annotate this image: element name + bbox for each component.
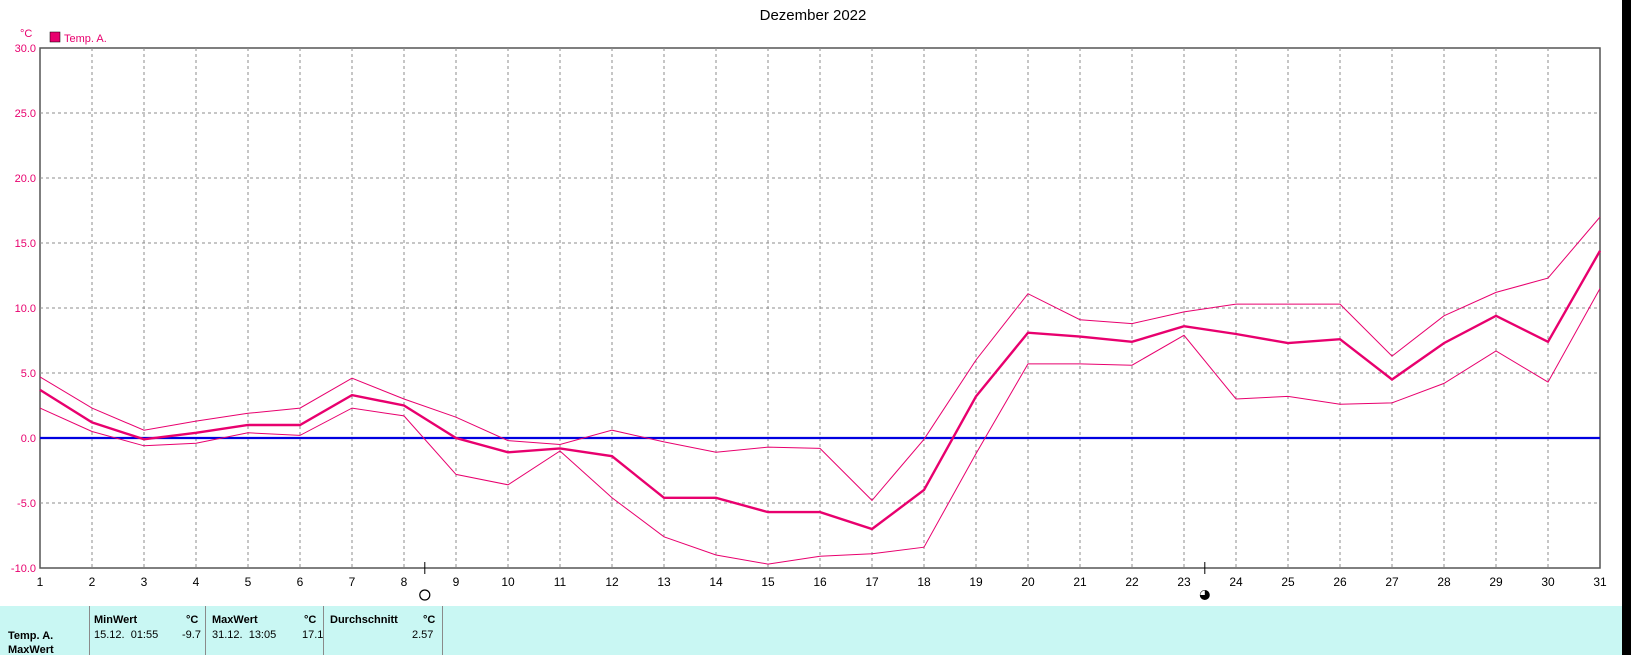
x-tick-label: 11 — [554, 575, 567, 589]
x-tick-label: 6 — [297, 575, 304, 589]
chart-title: Dezember 2022 — [760, 7, 867, 24]
x-tick-label: 15 — [761, 575, 775, 589]
x-tick-label: 5 — [245, 575, 252, 589]
column-divider — [442, 606, 443, 655]
row-label-next: MaxWert — [8, 644, 54, 656]
x-tick-label: 8 — [401, 575, 408, 589]
x-tick-label: 20 — [1021, 575, 1035, 589]
x-tick-label: 27 — [1385, 575, 1399, 589]
series-line-min — [39, 288, 1601, 565]
window-edge — [1622, 0, 1631, 655]
min-header: MinWert — [94, 614, 138, 626]
x-tick-label: 19 — [969, 575, 983, 589]
x-tick-label: 9 — [453, 575, 460, 589]
series-line-mean — [39, 250, 1602, 531]
row-label: Temp. A. — [8, 630, 54, 642]
y-axis-unit: °C — [20, 28, 32, 40]
x-tick-label: 13 — [657, 575, 671, 589]
x-tick-label: 10 — [501, 575, 515, 589]
column-divider — [205, 606, 206, 655]
x-tick-label: 16 — [813, 575, 827, 589]
x-tick-label: 29 — [1489, 575, 1503, 589]
x-tick-label: 21 — [1073, 575, 1087, 589]
x-tick-label: 4 — [193, 575, 200, 589]
avg-value: 2.57 — [412, 629, 434, 641]
x-tick-label: 17 — [865, 575, 879, 589]
x-tick-label: 25 — [1281, 575, 1295, 589]
x-tick-label: 14 — [709, 575, 723, 589]
x-tick-label: 28 — [1437, 575, 1451, 589]
y-tick-label: 20.0 — [15, 173, 36, 185]
stats-panel — [0, 606, 1622, 655]
x-tick-label: 22 — [1125, 575, 1139, 589]
min-time: 15.12. 01:55 — [94, 629, 159, 641]
new-moon-highlight — [1200, 590, 1205, 595]
x-tick-label: 3 — [141, 575, 148, 589]
avg-header: Durchschnitt — [330, 614, 398, 626]
max-unit: °C — [304, 614, 317, 626]
min-value: -9.7 — [182, 629, 201, 641]
column-divider — [89, 606, 90, 655]
max-header: MaxWert — [212, 614, 258, 626]
x-tick-label: 12 — [605, 575, 619, 589]
x-tick-label: 23 — [1177, 575, 1191, 589]
x-tick-label: 30 — [1541, 575, 1555, 589]
max-time: 31.12. 13:05 — [212, 629, 277, 641]
y-tick-label: 15.0 — [15, 238, 36, 250]
min-unit: °C — [186, 614, 199, 626]
x-tick-label: 26 — [1333, 575, 1347, 589]
x-tick-label: 24 — [1229, 575, 1243, 589]
full-moon-icon — [419, 589, 431, 601]
legend-label: Temp. A. — [64, 33, 107, 45]
y-tick-label: 25.0 — [15, 108, 36, 120]
legend-swatch — [49, 31, 61, 43]
x-tick-label: 18 — [917, 575, 931, 589]
x-tick-label: 7 — [349, 575, 356, 589]
x-tick-label: 2 — [89, 575, 96, 589]
y-tick-label: 5.0 — [21, 368, 36, 380]
series-line-max — [39, 216, 1601, 502]
max-value: 17.1 — [302, 629, 324, 641]
y-tick-label: 10.0 — [15, 303, 36, 315]
avg-unit: °C — [423, 614, 436, 626]
y-tick-label: -5.0 — [17, 498, 36, 510]
temperature-chart: Dezember 2022 °C Temp. A. -10.0 -5.0 0.0 5.… — [11, 7, 1607, 601]
x-tick-label: 31 — [1593, 575, 1607, 589]
y-tick-label: -10.0 — [11, 563, 36, 575]
column-divider — [323, 606, 324, 655]
y-tick-label: 30.0 — [15, 43, 36, 55]
x-tick-label: 1 — [37, 575, 44, 589]
y-tick-label: 0.0 — [21, 433, 36, 445]
